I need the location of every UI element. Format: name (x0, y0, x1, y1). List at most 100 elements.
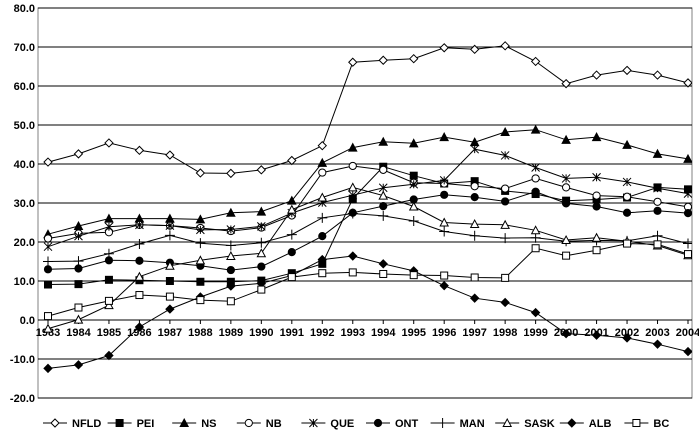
legend-item-alb: ALB (559, 418, 611, 430)
data-point (317, 140, 327, 151)
x-tick-label: 1999 (523, 327, 547, 339)
data-point (135, 220, 144, 230)
data-point (531, 163, 540, 172)
data-point (653, 197, 662, 206)
data-point (43, 323, 53, 333)
data-point (408, 201, 419, 211)
data-point (286, 195, 297, 205)
data-point (501, 197, 510, 206)
data-point (439, 176, 449, 185)
data-point (286, 204, 297, 214)
legend-marker (632, 419, 641, 427)
series-line-sask (47, 186, 689, 330)
legend-marker (179, 417, 190, 427)
data-point (469, 44, 480, 55)
series-nfld (43, 41, 692, 179)
data-point (195, 214, 206, 224)
x-tick-label: 1987 (158, 327, 182, 339)
legend-label: SASK (524, 418, 555, 430)
data-point (347, 142, 358, 152)
data-point (43, 256, 53, 267)
data-point (286, 229, 297, 240)
data-point (74, 231, 83, 241)
data-point (73, 256, 84, 267)
legend-item-bc: BC (624, 418, 669, 430)
data-point (44, 280, 52, 289)
data-point (196, 225, 205, 235)
y-tick-label: 10.0 (14, 276, 35, 288)
legend-marker (309, 418, 318, 428)
data-point (195, 238, 206, 249)
data-point (165, 277, 174, 285)
data-point (318, 269, 327, 278)
legend-marker (437, 418, 448, 428)
y-tick-label: 30.0 (14, 198, 35, 210)
data-point (652, 148, 663, 158)
x-tick-label: 1995 (401, 327, 425, 339)
data-point (439, 226, 450, 237)
series-line-alb (47, 255, 689, 369)
data-point (592, 202, 601, 211)
y-tick-label: -10.0 (10, 354, 35, 366)
series-group (43, 41, 692, 374)
y-tick-label: -20.0 (10, 393, 35, 405)
data-point (469, 218, 480, 229)
data-point (196, 277, 205, 286)
data-point (104, 213, 114, 223)
data-point (622, 177, 632, 187)
x-tick-label: 1989 (219, 327, 243, 339)
data-point (439, 280, 449, 291)
data-point (591, 232, 602, 242)
data-point (256, 237, 267, 248)
data-point (470, 182, 479, 191)
data-point (256, 222, 266, 231)
data-point (500, 297, 510, 308)
data-point (104, 275, 113, 284)
data-point (622, 192, 632, 201)
legend-item-nb: NB (236, 418, 282, 430)
data-point (592, 191, 601, 200)
legend-item-que: QUE (301, 418, 354, 430)
data-point (409, 271, 418, 280)
series-line-pei (47, 166, 689, 285)
data-point (104, 296, 113, 305)
data-point (348, 268, 357, 277)
data-point (378, 210, 389, 221)
legend-label: NB (266, 418, 282, 430)
data-point (591, 70, 602, 80)
data-point (561, 174, 571, 183)
data-point (226, 297, 235, 306)
data-point (623, 239, 632, 248)
data-point (653, 183, 662, 193)
data-point (531, 174, 540, 183)
series-line-nb (47, 165, 689, 239)
data-point (500, 219, 510, 229)
data-point (287, 273, 296, 282)
y-tick-label: 50.0 (14, 120, 35, 132)
data-point (226, 281, 236, 291)
data-point (165, 304, 175, 314)
data-point (195, 168, 206, 178)
data-point (500, 233, 511, 244)
legend-label: NFLD (72, 418, 101, 430)
data-point (103, 248, 114, 259)
data-point (562, 251, 571, 260)
data-point (530, 225, 541, 235)
y-axis-ticks: -20.0 -10.0 0.0 10.0 20.0 30.0 40.0 50.0 60.0 70.… (10, 3, 35, 405)
data-point (378, 55, 388, 65)
data-point (379, 202, 388, 211)
data-point (530, 307, 541, 318)
data-point (652, 339, 663, 349)
data-point (591, 132, 602, 142)
data-point (379, 165, 388, 174)
data-point (226, 207, 236, 217)
x-tick-label: 1991 (280, 327, 304, 339)
data-point (408, 138, 419, 148)
legend-item-ns: NS (172, 417, 216, 430)
legend-marker (373, 418, 383, 428)
legend-marker (50, 418, 60, 428)
legend-label: BC (653, 418, 669, 430)
x-tick-label: 1996 (432, 327, 456, 339)
legend-label: NS (201, 418, 216, 430)
